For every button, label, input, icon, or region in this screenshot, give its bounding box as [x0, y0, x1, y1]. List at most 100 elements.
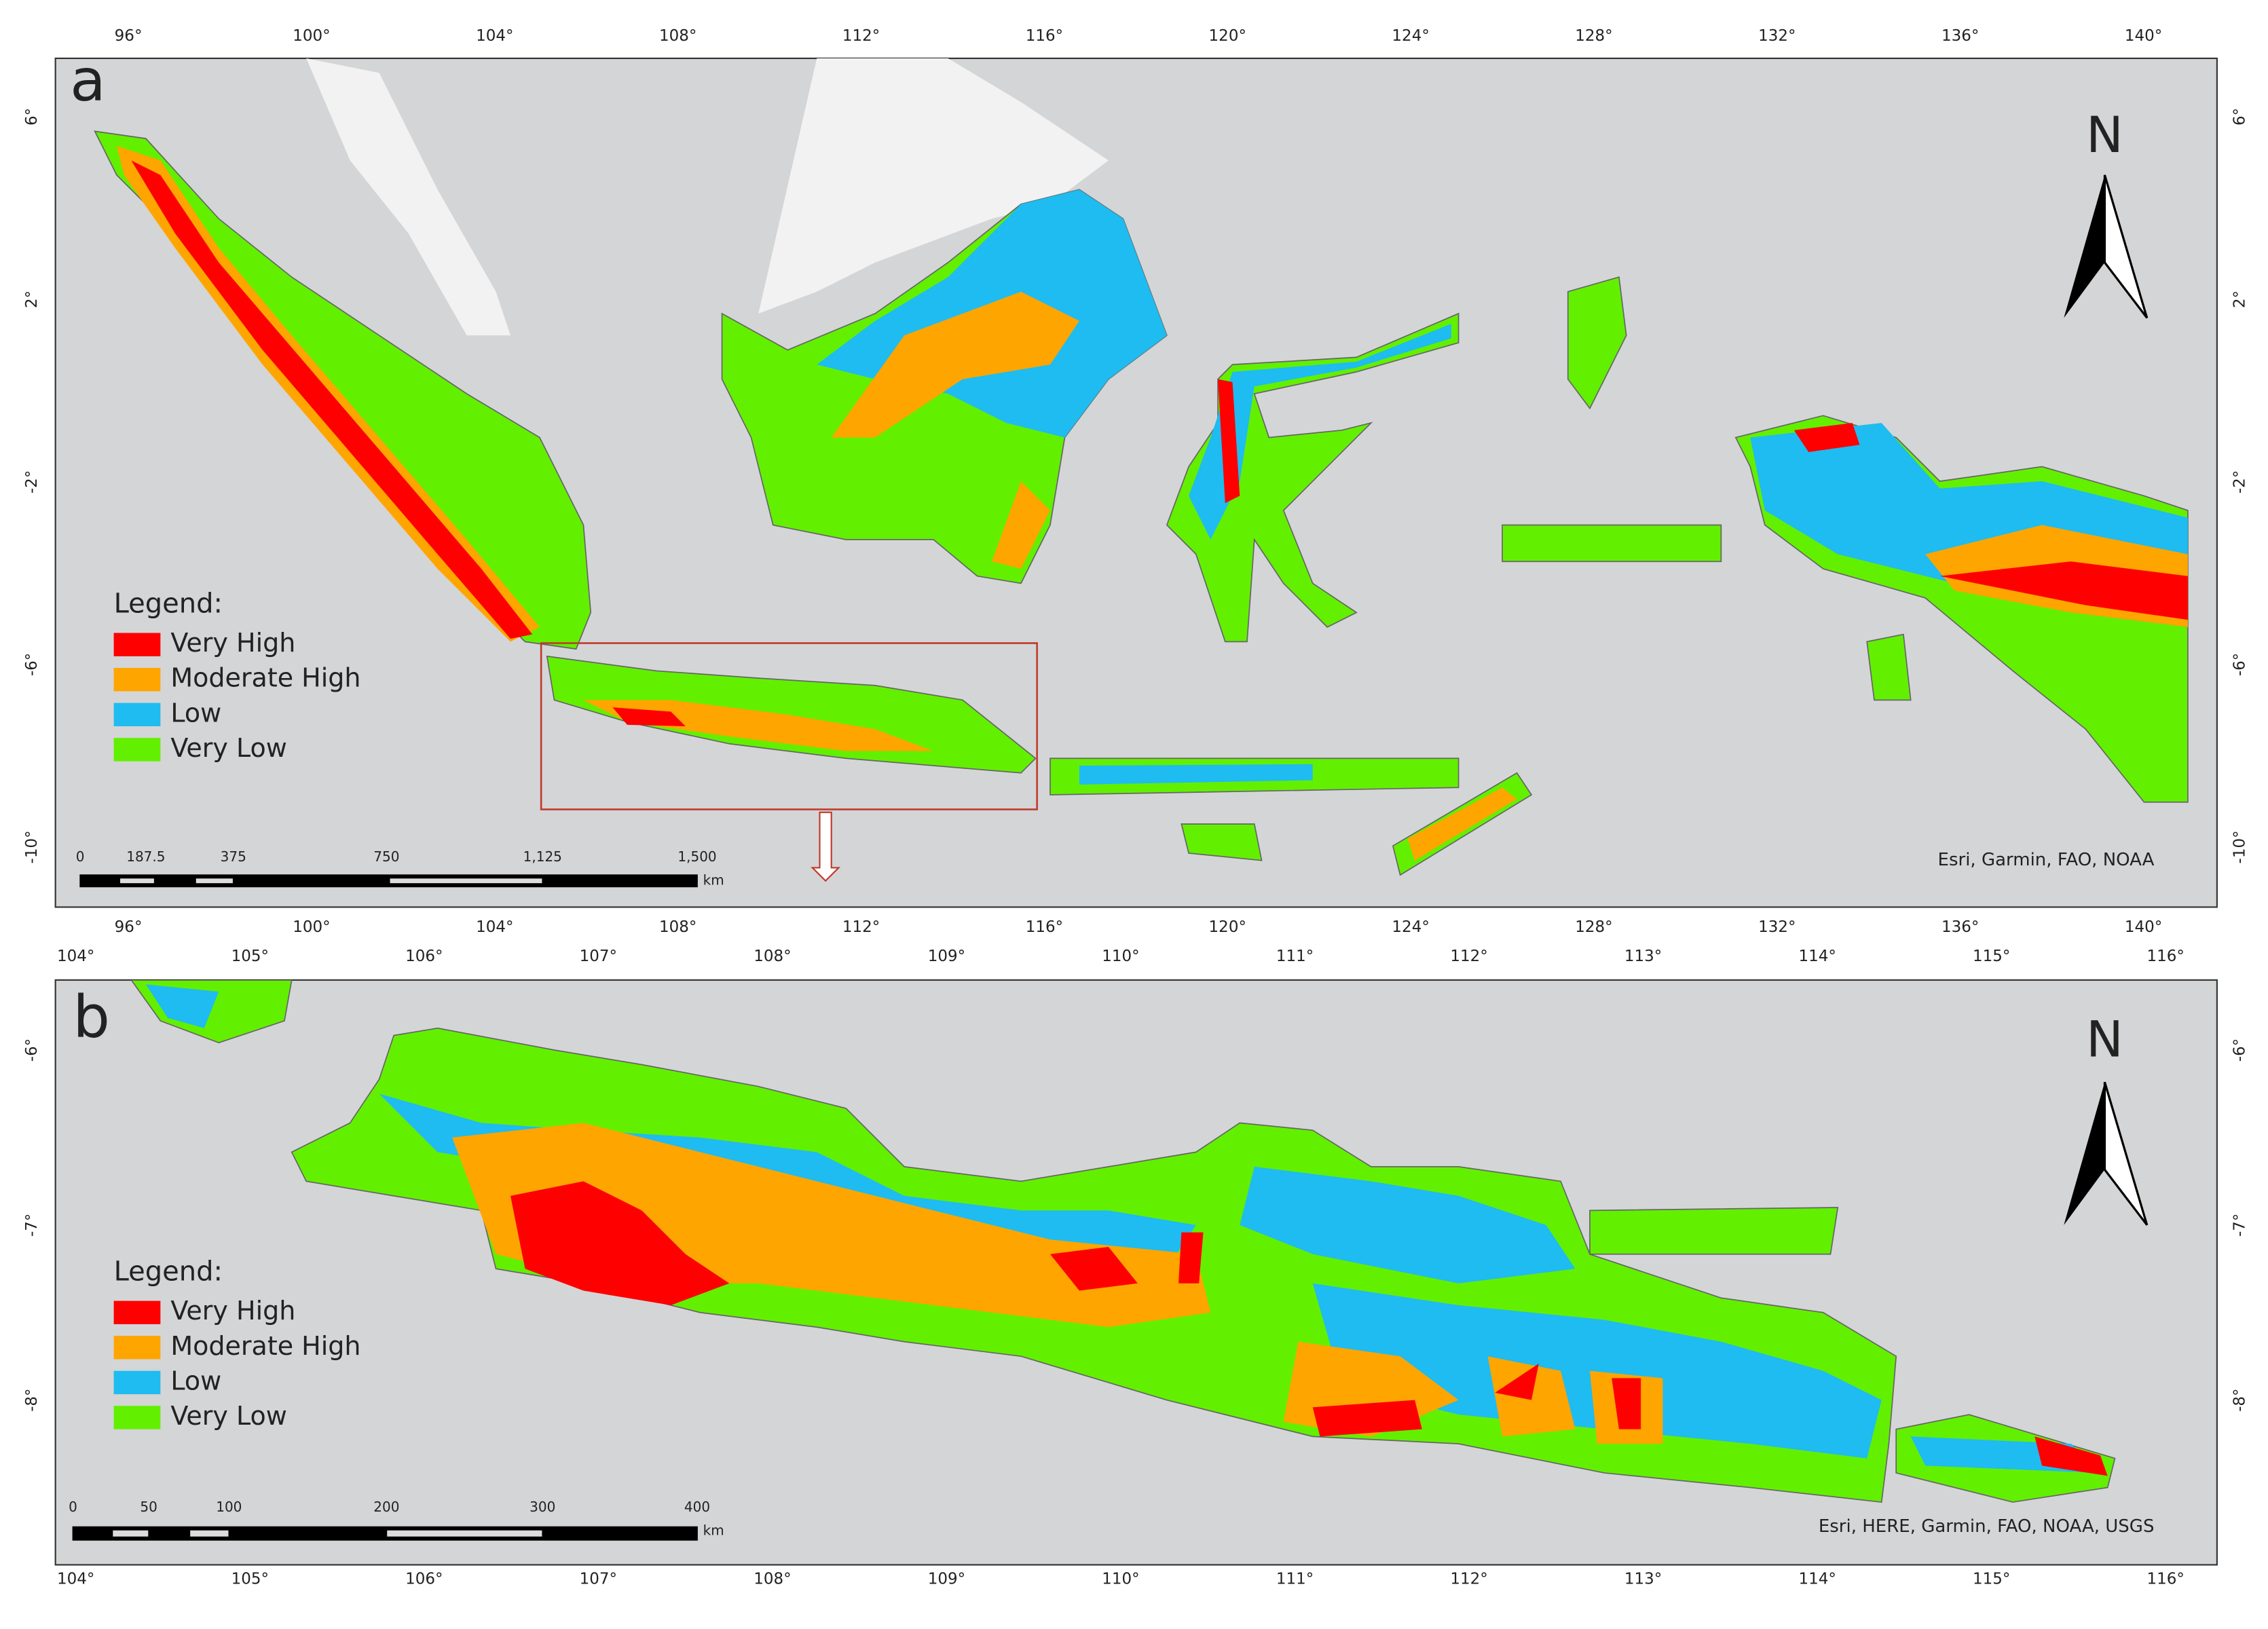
lon-tick-label: 105° — [231, 948, 269, 965]
lon-tick-label: 104° — [57, 1570, 94, 1588]
lon-tick-label: 104° — [57, 948, 94, 965]
scale-label: 50 — [140, 1499, 157, 1515]
lat-tick-label: 6° — [2231, 108, 2249, 126]
legend-label: Very High — [170, 1296, 295, 1326]
legend-title: Legend: — [114, 1256, 223, 1288]
lon-tick-label: 124° — [1392, 27, 1429, 45]
attribution: Esri, Garmin, FAO, NOAA — [1938, 850, 2155, 870]
panel-b-map — [72, 979, 2149, 1541]
legend-label: Very Low — [170, 1401, 286, 1431]
lon-tick-label: 114° — [1798, 948, 1836, 965]
legend-swatch — [113, 668, 161, 692]
lat-tick-label: 6° — [23, 108, 41, 126]
lon-tick-label: 109° — [928, 948, 965, 965]
lon-tick-label: 106° — [405, 1570, 443, 1588]
lat-tick-label: -6° — [23, 653, 41, 676]
north-arrow — [2064, 1082, 2105, 1225]
lon-tick-label: 115° — [1973, 948, 2010, 965]
scale-label: 1,500 — [677, 848, 716, 865]
lon-tick-label: 96° — [115, 27, 143, 45]
scale-bar — [72, 1526, 698, 1541]
lon-tick-label: 140° — [2125, 918, 2162, 936]
lon-tick-label: 116° — [1026, 27, 1063, 45]
lat-tick-label: 2° — [2231, 291, 2249, 308]
scale-label: 100 — [216, 1499, 242, 1515]
lon-tick-label: 110° — [1102, 948, 1139, 965]
legend-label: Very Low — [170, 733, 286, 763]
lon-tick-label: 110° — [1102, 1570, 1139, 1588]
lon-tick-label: 114° — [1798, 1570, 1836, 1588]
lat-tick-label: -10° — [2231, 830, 2249, 863]
lon-tick-label: 113° — [1624, 948, 1662, 965]
lat-tick-label: -8° — [2231, 1388, 2249, 1411]
scale-unit: km — [703, 872, 724, 888]
lon-tick-label: 120° — [1209, 27, 1246, 45]
lon-tick-label: 116° — [2147, 1570, 2185, 1588]
lon-tick-label: 108° — [754, 948, 791, 965]
lon-tick-label: 128° — [1575, 27, 1612, 45]
scale-label: 187.5 — [126, 848, 165, 865]
lon-tick-label: 113° — [1624, 1570, 1662, 1588]
lon-tick-label: 107° — [580, 1570, 617, 1588]
lon-tick-label: 112° — [1450, 948, 1487, 965]
lat-tick-label: -6° — [2231, 1038, 2249, 1062]
legend-swatch — [113, 633, 161, 656]
legend-swatch — [113, 703, 161, 727]
lat-tick-label: -6° — [2231, 653, 2249, 676]
lon-tick-label: 112° — [1450, 1570, 1487, 1588]
north-arrow — [2064, 174, 2105, 318]
lon-tick-label: 120° — [1209, 918, 1246, 936]
lon-tick-label: 112° — [842, 27, 880, 45]
scale-label: 0 — [69, 1499, 77, 1515]
lon-tick-label: 140° — [2125, 27, 2162, 45]
lat-tick-label: 2° — [23, 291, 41, 308]
legend-swatch — [113, 1406, 161, 1429]
lon-tick-label: 128° — [1575, 918, 1612, 936]
legend-title: Legend: — [114, 588, 223, 620]
map-geometry — [54, 57, 2218, 1566]
lon-tick-label: 116° — [2147, 948, 2185, 965]
lon-tick-label: 104° — [476, 918, 513, 936]
scale-label: 750 — [373, 848, 399, 865]
legend-swatch — [113, 1300, 161, 1324]
lon-tick-label: 111° — [1276, 948, 1314, 965]
lon-tick-label: 100° — [293, 27, 330, 45]
scale-label: 375 — [221, 848, 246, 865]
lon-tick-label: 111° — [1276, 1570, 1314, 1588]
lon-tick-label: 112° — [842, 918, 880, 936]
legend-label: Moderate High — [170, 663, 360, 693]
lat-tick-label: -10° — [23, 830, 41, 863]
legend-swatch — [113, 738, 161, 762]
lon-tick-label: 132° — [1758, 27, 1796, 45]
legend-label: Low — [170, 698, 221, 728]
north-label: N — [2086, 107, 2123, 164]
lon-tick-label: 132° — [1758, 918, 1796, 936]
lon-tick-label: 136° — [1941, 27, 1979, 45]
legend-swatch — [113, 1370, 161, 1395]
scale-label: 1,125 — [523, 848, 562, 865]
lon-tick-label: 116° — [1026, 918, 1063, 936]
legend-label: Low — [170, 1366, 221, 1396]
north-label: N — [2086, 1011, 2123, 1068]
lat-tick-label: -8° — [23, 1388, 41, 1411]
scale-bar — [79, 874, 698, 888]
scale-label: 400 — [684, 1499, 710, 1515]
scale-unit: km — [703, 1522, 724, 1539]
lon-tick-label: 108° — [659, 27, 696, 45]
lat-tick-label: -7° — [2231, 1214, 2249, 1237]
lon-tick-label: 108° — [754, 1570, 791, 1588]
legend-label: Very High — [170, 628, 295, 658]
lon-tick-label: 104° — [476, 27, 513, 45]
scale-label: 200 — [373, 1499, 399, 1515]
lon-tick-label: 124° — [1392, 918, 1429, 936]
lat-tick-label: -2° — [2231, 470, 2249, 493]
lat-tick-label: -6° — [23, 1038, 41, 1062]
zoom-arrow — [811, 811, 841, 882]
lon-tick-label: 115° — [1973, 1570, 2010, 1588]
lat-tick-label: -2° — [23, 470, 41, 493]
lon-tick-label: 96° — [115, 918, 143, 936]
lon-tick-label: 100° — [293, 918, 330, 936]
lon-tick-label: 109° — [928, 1570, 965, 1588]
lat-tick-label: -7° — [23, 1214, 41, 1237]
